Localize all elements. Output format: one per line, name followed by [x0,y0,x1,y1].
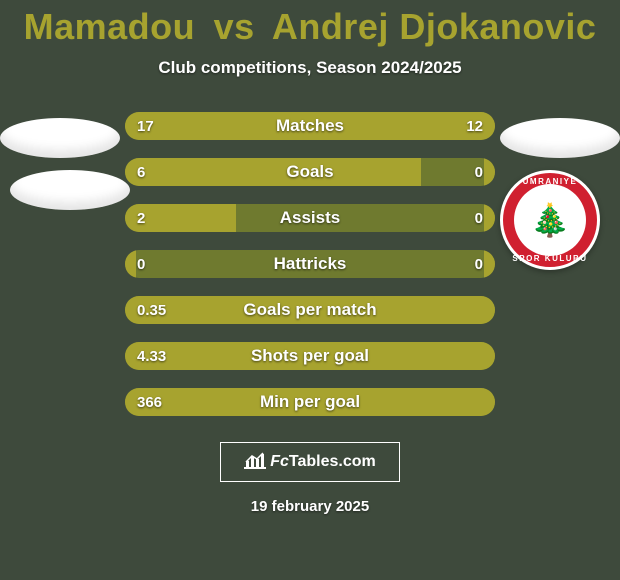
bar-fill-left [125,158,421,186]
bar-fill-right [342,112,495,140]
fctables-logo: FcTables.com [220,442,400,482]
stat-bar: 00Hattricks [125,250,495,278]
stat-bar: 60Goals [125,158,495,186]
club-logo-inner: 🎄 [514,184,586,256]
tree-icon: 🎄 [530,204,570,236]
player1-name: Mamadou [24,6,196,47]
club-logo-bottom-text: SPOR KULUBU [512,254,587,263]
bar-bg-right [310,204,495,232]
bar-fill-left [125,112,342,140]
bar-fill-left [125,250,136,278]
bar-fill-right [484,250,495,278]
vs-label: vs [214,6,255,47]
bar-fill-left [125,388,495,416]
bar-fill-left [125,204,236,232]
bar-bg-right [310,250,495,278]
stat-bar: 1712Matches [125,112,495,140]
club-logo: UMRANIYE 🎄 SPOR KULUBU [500,170,600,270]
stat-bar: 20Assists [125,204,495,232]
chart-icon [244,451,266,474]
comparison-infographic: Mamadou vs Andrej Djokanovic Club compet… [0,0,620,580]
stat-bar: 0.35Goals per match [125,296,495,324]
subtitle: Club competitions, Season 2024/2025 [158,58,461,78]
player1-badge-1 [0,118,120,158]
stat-bars: 1712Matches 60Goals 20Assists 00Hattricks 0.… [125,112,495,416]
stat-bar: 366Min per goal [125,388,495,416]
player2-name: Andrej Djokanovic [272,6,597,47]
bar-fill-left [125,296,495,324]
bar-bg-left [125,250,310,278]
stat-bar: 4.33Shots per goal [125,342,495,370]
page-title: Mamadou vs Andrej Djokanovic [24,6,597,48]
player2-badge [500,118,620,158]
player1-badge-2 [10,170,130,210]
bar-fill-right [484,158,495,186]
bar-fill-right [484,204,495,232]
bar-fill-left [125,342,495,370]
date-label: 19 february 2025 [251,498,369,515]
fctables-text: FcTables.com [270,453,376,471]
